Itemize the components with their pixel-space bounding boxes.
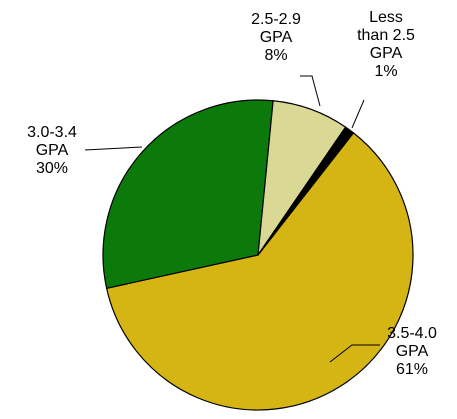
category-line: Less	[369, 9, 403, 26]
slice-label: 3.5-4.0 GPA 61%	[387, 325, 437, 378]
category-line: GPA	[370, 45, 403, 62]
slice-label: 2.5-2.9 GPA 8%	[251, 11, 301, 64]
pie-slice	[257, 126, 355, 256]
value-label: 61%	[396, 361, 428, 378]
pie-slice	[102, 99, 274, 289]
slice-label: Less than 2.5 GPA 1%	[357, 9, 415, 80]
category-line: GPA	[36, 142, 69, 159]
leader-line	[329, 344, 380, 363]
value-label: 1%	[374, 63, 397, 80]
category-label: 3.5-4.0 GPA	[387, 325, 437, 360]
category-label: 2.5-2.9 GPA	[251, 11, 301, 46]
labels: 3.5-4.0 GPA 61%3.0-3.4 GPA 30%2.5-2.9 GPA 8%Le…	[27, 9, 437, 378]
category-line: 3.5-4.0	[387, 325, 437, 342]
category-label: Less than 2.5 GPA	[357, 9, 415, 62]
slice-label: 3.0-3.4 GPA 30%	[27, 124, 77, 177]
pie	[102, 99, 414, 411]
category-label: 3.0-3.4 GPA	[27, 124, 77, 159]
category-line: 3.0-3.4	[27, 124, 77, 141]
category-line: than 2.5	[357, 27, 415, 44]
category-line: GPA	[260, 29, 293, 46]
leader-line	[84, 146, 143, 151]
leader-line	[351, 99, 365, 129]
value-label: 8%	[264, 47, 287, 64]
value-label: 30%	[36, 160, 68, 177]
leader-line	[300, 75, 321, 107]
category-line: 2.5-2.9	[251, 11, 301, 28]
leader-lines	[84, 75, 380, 363]
category-line: GPA	[396, 343, 429, 360]
pie-slice	[105, 132, 414, 411]
